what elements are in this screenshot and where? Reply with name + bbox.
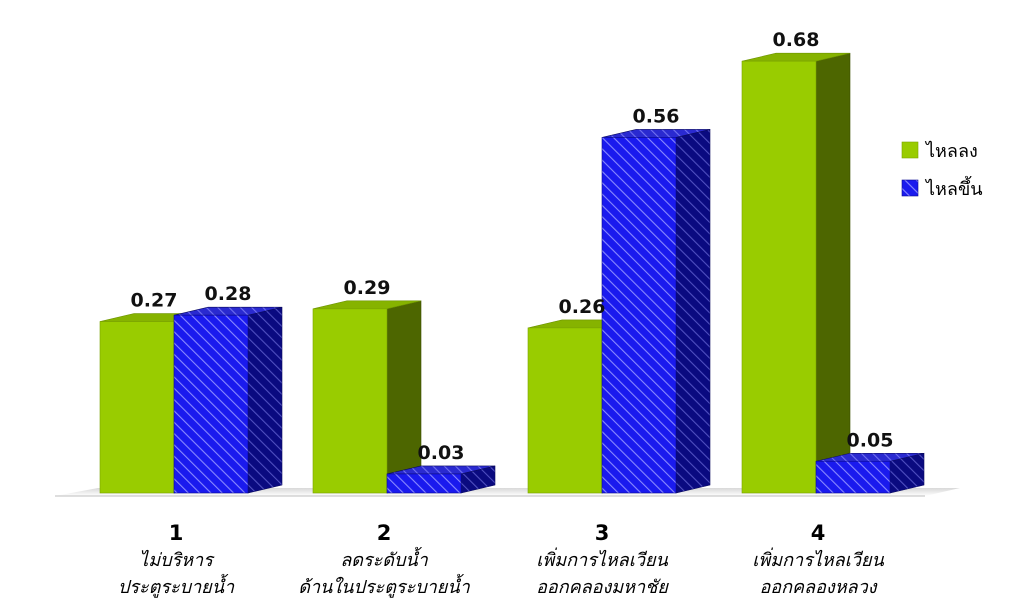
bars-group [99, 52, 925, 494]
data-label: 0.68 [773, 29, 820, 51]
data-label: 0.26 [559, 296, 606, 318]
data-label: 0.03 [418, 442, 465, 464]
category-number: 2 [377, 521, 392, 545]
bar-ไหลลง-2 [312, 300, 422, 494]
bar-front [386, 473, 462, 494]
category-label: เพิ่มการไหลเวียน [536, 547, 668, 571]
bar-front [527, 327, 603, 494]
category-label: ไม่บริหาร [139, 549, 215, 571]
category-label: ออกคลองมหาชัย [536, 577, 669, 598]
legend-label: ไหลลง [924, 140, 978, 162]
bar-front [741, 60, 817, 494]
bar-ไหลขึ้น-3 [601, 129, 711, 494]
category-label: ด้านในประตูระบายน้ำ [298, 573, 470, 598]
category-number: 3 [595, 521, 610, 545]
category-label: ลดระดับน้ำ [340, 546, 428, 571]
bar-front [312, 308, 388, 494]
bar-ไหลลง-4 [741, 52, 851, 494]
category-number: 4 [811, 521, 826, 545]
data-label: 0.29 [344, 277, 391, 299]
category-label: ออกคลองหลวง [760, 577, 878, 598]
bar-front [99, 321, 175, 494]
data-label: 0.56 [633, 105, 680, 127]
bar-front [601, 137, 677, 494]
bar-side [675, 129, 711, 494]
floor-plane [55, 488, 960, 496]
bar-side [386, 300, 422, 494]
legend-label: ไหลขึ้น [924, 176, 983, 200]
data-label: 0.28 [205, 283, 252, 305]
chart-floor [55, 488, 960, 497]
bar-front [173, 314, 249, 494]
bar-ไหลขึ้น-4 [815, 452, 925, 494]
category-label: ประตูระบายน้ำ [118, 573, 235, 598]
legend-swatch [901, 141, 919, 159]
bar-side [247, 306, 283, 494]
category-label: เพิ่มการไหลเวียน [752, 547, 884, 571]
value-labels: 0.27 0.29 0.26 0.68 0.28 0.03 0.56 0.05 [131, 29, 894, 464]
data-label: 0.05 [847, 429, 894, 451]
category-number: 1 [169, 521, 184, 545]
data-label: 0.27 [131, 290, 178, 312]
bar-front [815, 460, 891, 494]
bar-ไหลขึ้น-2 [386, 465, 496, 494]
legend-swatch [901, 179, 919, 197]
bar-side [815, 52, 851, 494]
bar-ไหลขึ้น-1 [173, 306, 283, 494]
